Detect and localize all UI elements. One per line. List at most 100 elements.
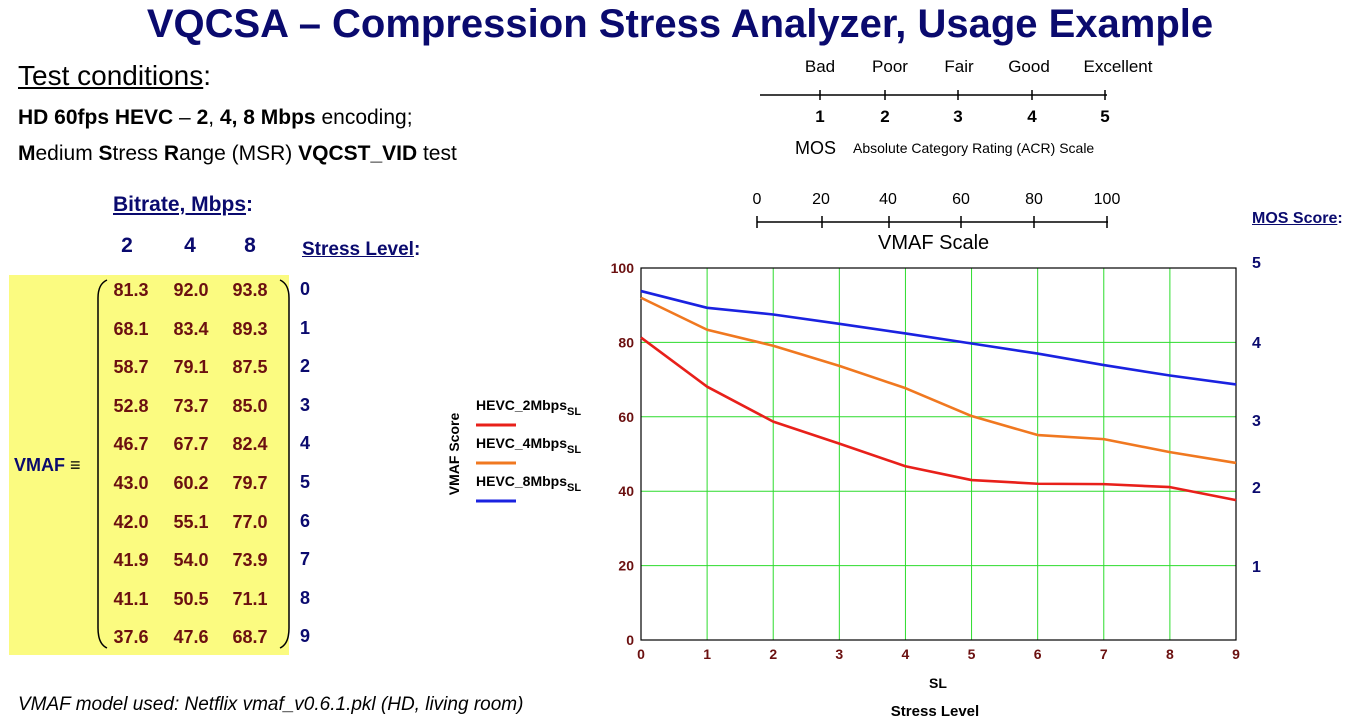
stress-level-label: Stress Level: <box>302 239 420 261</box>
mos-category-poor: Poor <box>872 57 908 76</box>
right-bracket <box>279 279 290 649</box>
stress-level-label-text: Stress Level <box>302 239 414 260</box>
stress-level-number: 6 <box>300 510 311 531</box>
matrix-cell: 79.1 <box>173 357 209 378</box>
mos-axis-tick-label: 4 <box>1252 335 1261 352</box>
y-tick-label: 0 <box>626 632 634 648</box>
matrix-cell: 83.4 <box>173 318 209 339</box>
matrix-cell: 43.0 <box>113 473 149 493</box>
x-tick-label: 6 <box>1034 646 1042 662</box>
stress-level-number: 9 <box>300 626 311 647</box>
stress-level-number: 4 <box>300 433 311 454</box>
vmaf-tick-label: 60 <box>952 191 970 208</box>
matrix-cell: 82.4 <box>232 434 268 455</box>
cond-s: S <box>98 142 113 165</box>
y-tick-label: 60 <box>618 409 634 425</box>
cond-comma: , <box>208 106 220 129</box>
column-header: 4 <box>184 234 196 257</box>
vmaf-scale-label: VMAF Scale <box>878 232 990 254</box>
cond-tress: tress <box>112 142 164 165</box>
conditions-line-range: Medium Stress Range (MSR) VQCST_VID test <box>18 142 457 166</box>
y-tick-label: 20 <box>618 558 634 574</box>
legend-label: HEVC_8Mbps <box>476 473 567 489</box>
page-title: VQCSA – Compression Stress Analyzer, Usa… <box>146 2 1214 46</box>
vmaf-tick-label: 40 <box>879 191 897 208</box>
matrix-cell: 73.7 <box>173 395 209 416</box>
x-tick-label: 3 <box>835 646 843 662</box>
x-tick-label: 0 <box>637 646 645 662</box>
vmaf-tick-label: 20 <box>812 191 830 208</box>
matrix-cell: 73.9 <box>232 550 268 571</box>
left-bracket <box>97 279 108 649</box>
cond-bitrate-first: 2 <box>196 106 209 129</box>
cond-test-suffix: test <box>417 142 457 165</box>
cond-edium: edium <box>35 142 99 165</box>
series-line <box>640 289 1237 386</box>
conditions-line-encoding: HD 60fps HEVC – 2, 4, 8 Mbps encoding; <box>18 106 413 130</box>
mos-category-good: Good <box>1008 57 1050 76</box>
plot-area <box>641 268 1236 640</box>
mos-category-fair: Fair <box>944 57 974 76</box>
legend-label: HEVC_4Mbps <box>476 435 567 451</box>
stress-level-colon: : <box>413 239 421 260</box>
matrix-cell: 67.7 <box>173 434 209 455</box>
matrix-cell: 85.0 <box>232 395 268 416</box>
vmaf-row-label: VMAF ≡ <box>14 455 81 476</box>
cond-test-name: VQCST_VID <box>298 142 418 165</box>
mos-category-excellent: Excellent <box>1083 57 1153 76</box>
stress-level-number: 1 <box>300 317 311 338</box>
mos-axis-tick-label: 1 <box>1252 559 1261 576</box>
matrix-cell: 50.5 <box>173 588 209 609</box>
x-axis-label: SL <box>929 675 947 691</box>
x-axis-label-secondary: Stress Level <box>891 703 979 720</box>
matrix-cell: 68.7 <box>232 627 268 648</box>
matrix-cell: 87.5 <box>232 357 268 378</box>
matrix-cell: 71.1 <box>232 588 268 609</box>
stress-level-number: 7 <box>300 549 311 570</box>
x-tick-label: 8 <box>1166 646 1174 662</box>
matrix-cell: 58.7 <box>113 357 149 378</box>
y-axis-label: VMAF Score <box>446 413 462 496</box>
matrix-cell: 60.2 <box>173 473 209 493</box>
cond-ange: ange (MSR) <box>179 142 299 165</box>
cond-bitrate-rest: 4, 8 Mbps <box>219 106 316 129</box>
column-header: 8 <box>244 234 256 257</box>
bitrate-label: Bitrate, Mbps: <box>113 193 253 217</box>
x-tick-label: 1 <box>703 646 711 662</box>
legend-entry: HEVC_8MbpsSL <box>476 473 581 494</box>
mos-number: 1 <box>815 107 825 126</box>
column-header: 2 <box>121 234 133 257</box>
x-tick-label: 5 <box>968 646 976 662</box>
mos-scale-axis <box>760 90 1107 100</box>
test-conditions-heading: Test conditions: <box>18 60 211 92</box>
legend-entry: HEVC_2MbpsSL <box>476 397 581 418</box>
x-tick-label: 7 <box>1100 646 1108 662</box>
bitrate-colon: : <box>246 193 254 216</box>
mos-number: 4 <box>1027 107 1037 126</box>
mos-number: 2 <box>880 107 890 126</box>
bitrate-label-text: Bitrate, Mbps <box>113 193 247 216</box>
matrix-brackets <box>97 279 290 649</box>
matrix-cell: 77.0 <box>232 511 268 532</box>
vmaf-scale-axis <box>756 216 1108 228</box>
vmaf-row-label-text: VMAF <box>14 455 65 475</box>
matrix-cell: 68.1 <box>113 318 149 339</box>
mos-score-label: MOS Score: <box>1252 210 1343 228</box>
x-tick-label: 9 <box>1232 646 1240 662</box>
matrix-cell: 79.7 <box>232 473 268 493</box>
legend-subscript: SL <box>567 482 581 494</box>
matrix-cell: 54.0 <box>173 550 209 571</box>
series-line <box>640 296 1237 465</box>
matrix-cell: 47.6 <box>173 627 209 648</box>
cond-encoding-suffix: encoding; <box>315 106 413 129</box>
mos-axis-tick-label: 5 <box>1252 255 1261 272</box>
vmaf-tick-label: 100 <box>1093 191 1121 208</box>
matrix-cell: 41.1 <box>113 588 149 609</box>
mos-axis-tick-label: 2 <box>1252 480 1261 497</box>
stress-level-number: 5 <box>300 472 311 492</box>
equiv-symbol: ≡ <box>70 455 81 475</box>
matrix-cell: 42.0 <box>113 511 149 532</box>
cond-m: M <box>18 142 36 165</box>
matrix-cell: 81.3 <box>113 280 149 300</box>
